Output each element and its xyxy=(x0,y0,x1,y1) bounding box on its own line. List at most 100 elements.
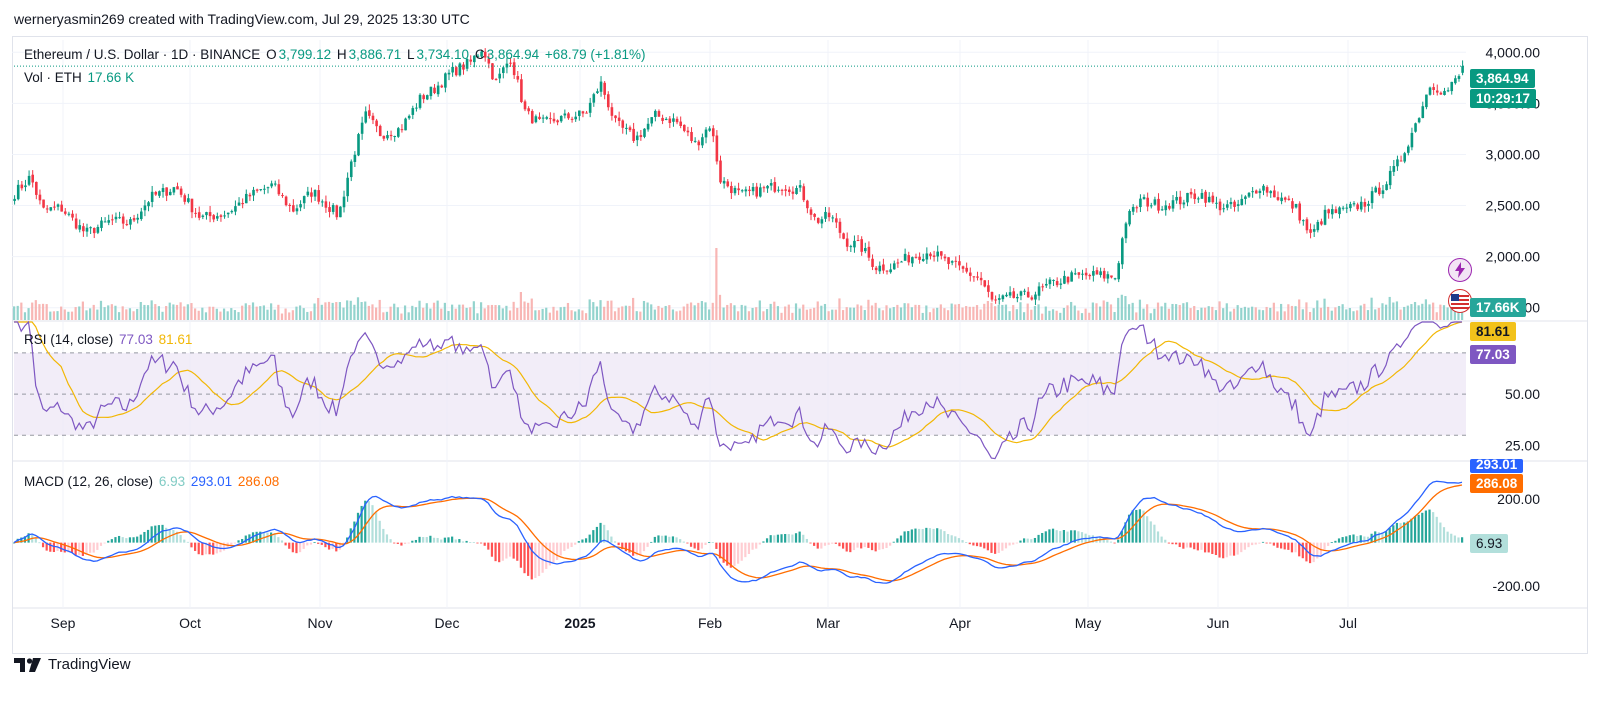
macd-histogram-bar xyxy=(1305,542,1308,562)
candle-body xyxy=(16,184,20,200)
candle-body xyxy=(740,190,744,192)
macd-histogram-bar xyxy=(899,535,903,543)
rsi-label[interactable]: RSI (14, close) xyxy=(24,332,114,347)
macd-histogram-bar xyxy=(907,531,910,543)
candle-body xyxy=(871,258,874,267)
macd-histogram-bar xyxy=(653,536,656,543)
macd-histogram-bar xyxy=(432,537,436,543)
volume-bar xyxy=(371,304,374,320)
candle-body xyxy=(407,115,411,119)
candle-body xyxy=(382,135,386,139)
volume-bar xyxy=(968,306,971,320)
volume-bar xyxy=(552,306,555,320)
macd-histogram-bar xyxy=(1265,542,1268,544)
macd-histogram-bar xyxy=(700,542,703,549)
macd-histogram-bar xyxy=(954,536,957,543)
volume-bar xyxy=(523,301,526,320)
candle-body xyxy=(845,238,849,247)
macd-histogram-bar xyxy=(534,542,537,578)
volume-bar xyxy=(820,305,823,320)
candle-body xyxy=(704,129,708,138)
macd-histogram-bar xyxy=(718,542,722,559)
macd-histogram-bar xyxy=(99,542,103,546)
candle-body xyxy=(1367,203,1370,206)
volume-bar xyxy=(143,304,146,320)
volume-bar xyxy=(1395,301,1399,320)
volume-bar xyxy=(729,303,732,320)
volume-bar xyxy=(1073,305,1076,320)
macd-histogram-bar xyxy=(921,529,924,543)
rsi-legend: RSI (14, close) 77.03 81.61 xyxy=(24,332,194,347)
candle-body xyxy=(690,132,693,142)
macd-histogram-bar xyxy=(1254,542,1257,545)
candle-body xyxy=(1302,220,1305,222)
volume-bar xyxy=(650,304,653,320)
price-tick-label: 3,000.00 xyxy=(1486,146,1541,162)
candle-body xyxy=(1171,200,1175,209)
volume-bar xyxy=(1341,304,1344,320)
candle-body xyxy=(1095,270,1099,275)
macd-label[interactable]: MACD (12, 26, close) xyxy=(24,474,154,489)
candle-body xyxy=(89,227,92,229)
symbol-label[interactable]: Ethereum / U.S. Dollar · 1D · BINANCE xyxy=(24,47,261,62)
candle-body xyxy=(219,215,223,217)
candle-body xyxy=(389,134,393,137)
candle-body xyxy=(990,292,994,300)
macd-histogram-bar xyxy=(1442,527,1446,543)
macd-histogram-bar xyxy=(650,541,653,543)
macd-histogram-bar xyxy=(878,542,881,550)
candle-body xyxy=(270,183,273,187)
macd-signal-line xyxy=(13,484,1463,582)
volume-bar xyxy=(125,309,128,320)
macd-histogram-bar xyxy=(418,536,421,543)
candle-body xyxy=(310,192,313,197)
candle-body xyxy=(730,185,733,194)
macd-histogram-bar xyxy=(1200,542,1203,550)
volume-bar xyxy=(990,302,993,320)
us-flag-icon[interactable] xyxy=(1448,289,1472,313)
candle-body xyxy=(874,267,878,271)
macd-histogram-bar xyxy=(472,542,475,544)
candle-body xyxy=(42,199,45,208)
candle-body xyxy=(940,251,943,256)
macd-histogram-bar xyxy=(233,542,237,544)
lightning-icon[interactable] xyxy=(1448,258,1472,282)
candle-body xyxy=(168,191,172,196)
macd-histogram-bar xyxy=(244,535,247,543)
candle-body xyxy=(1273,190,1276,198)
macd-histogram-bar xyxy=(1138,509,1142,543)
tradingview-logo[interactable]: TradingView xyxy=(14,656,131,673)
chart-frame[interactable] xyxy=(12,36,1588,654)
volume-bar xyxy=(852,307,856,320)
candle-body xyxy=(1197,198,1200,200)
candle-body xyxy=(943,256,947,259)
candle-body xyxy=(1280,197,1283,202)
candle-body xyxy=(1305,219,1309,231)
candle-body xyxy=(111,219,114,221)
volume-bar xyxy=(1189,308,1192,320)
macd-histogram-bar xyxy=(172,529,175,543)
volume-label[interactable]: Vol · ETH xyxy=(24,70,82,85)
volume-bar xyxy=(425,303,428,320)
volume-bar xyxy=(302,308,305,320)
candle-body xyxy=(816,217,820,223)
candle-body xyxy=(509,62,512,64)
price-tick-label: 4,000.00 xyxy=(1486,44,1541,60)
candle-body xyxy=(1244,196,1247,199)
macd-histogram-bar xyxy=(914,528,917,543)
macd-histogram-bar xyxy=(1196,542,1199,551)
volume-bar xyxy=(1022,312,1026,320)
candle-body xyxy=(378,125,382,137)
volume-bar xyxy=(96,309,99,320)
macd-histogram-bar xyxy=(273,533,276,543)
volume-bar xyxy=(1059,312,1062,320)
macd-histogram-bar xyxy=(400,542,403,546)
volume-bar xyxy=(1001,304,1004,320)
macd-histogram-bar xyxy=(809,542,812,544)
volume-bar xyxy=(110,304,113,320)
volume-bar xyxy=(139,302,142,320)
candle-body xyxy=(299,204,302,208)
candle-body xyxy=(708,128,711,131)
volume-bar xyxy=(1305,302,1308,320)
